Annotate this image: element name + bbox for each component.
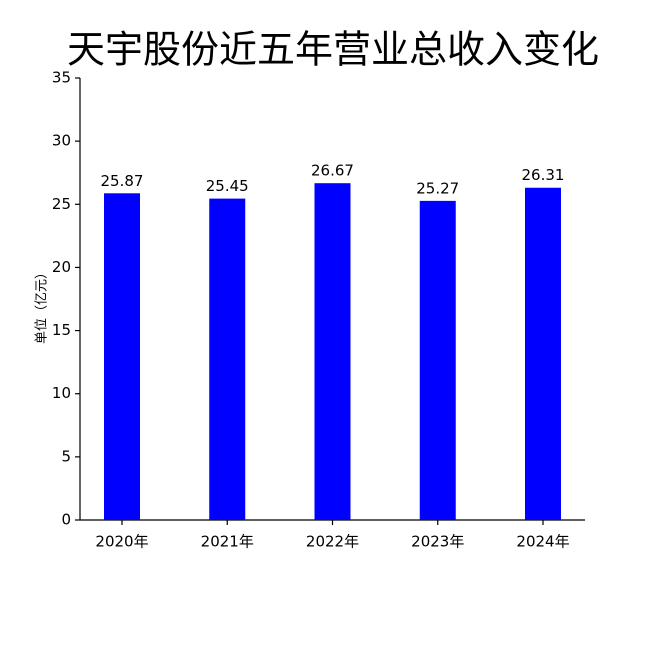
data-label: 25.45 bbox=[206, 177, 249, 195]
data-label: 25.87 bbox=[101, 172, 144, 190]
y-axis-label: 单位（亿元） bbox=[35, 266, 50, 344]
bar bbox=[525, 187, 561, 520]
chart-title: 天宇股份近五年营业总收入变化 bbox=[67, 28, 599, 72]
data-label: 25.27 bbox=[416, 179, 459, 197]
y-tick-label: 15 bbox=[52, 321, 71, 339]
y-tick-label: 35 bbox=[52, 69, 71, 87]
bar bbox=[209, 198, 246, 521]
data-label: 26.31 bbox=[522, 166, 565, 184]
bar bbox=[419, 200, 456, 520]
y-tick-label: 5 bbox=[61, 447, 71, 465]
x-tick-label: 2022年 bbox=[306, 533, 359, 551]
x-tick-label: 2024年 bbox=[516, 533, 569, 551]
bar bbox=[314, 183, 351, 521]
x-tick-label: 2020年 bbox=[95, 533, 148, 551]
y-tick-label: 25 bbox=[52, 195, 71, 213]
bar bbox=[104, 193, 140, 520]
y-tick-label: 0 bbox=[61, 511, 71, 529]
x-tick-label: 2023年 bbox=[411, 533, 464, 551]
x-tick-label: 2021年 bbox=[201, 533, 254, 551]
y-tick-label: 10 bbox=[52, 384, 71, 402]
y-tick-label: 30 bbox=[52, 132, 71, 150]
data-label: 26.67 bbox=[311, 162, 354, 180]
y-tick-label: 20 bbox=[52, 258, 71, 276]
